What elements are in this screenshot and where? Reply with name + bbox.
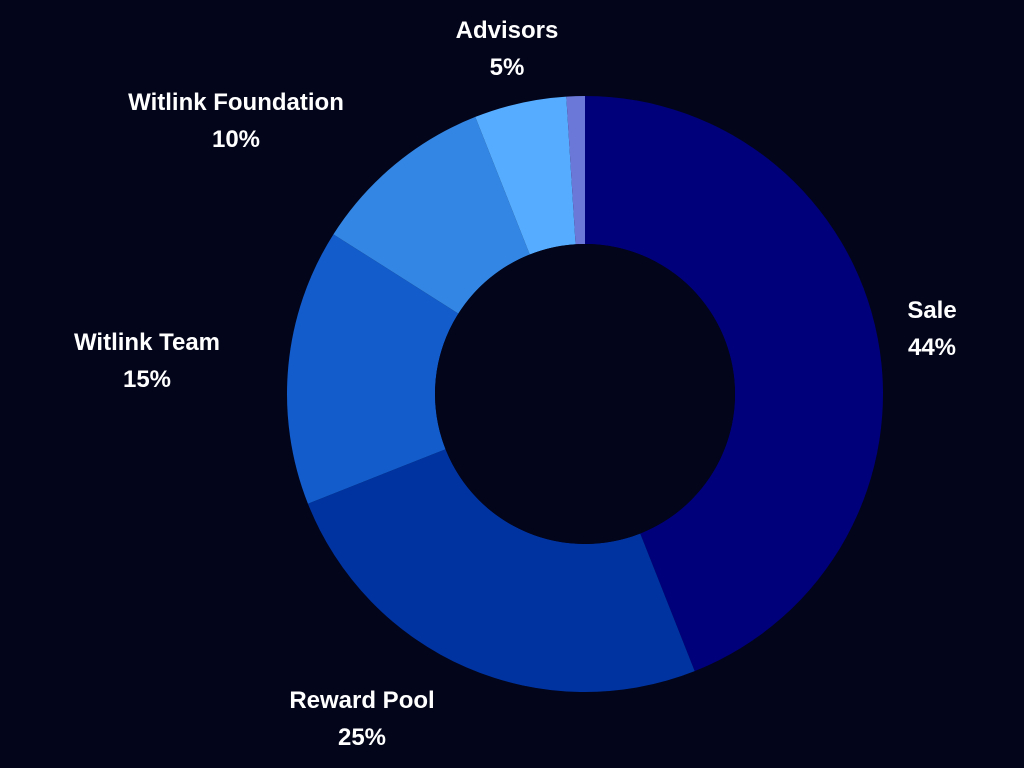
label-advisors: Advisors 5% <box>456 12 559 86</box>
donut-hole <box>435 244 735 544</box>
slice-sale <box>585 96 883 672</box>
label-witlink-foundation-value: 10% <box>211 126 261 153</box>
label-advisors-name: Advisors <box>455 17 559 44</box>
label-advisors-value: 5% <box>489 54 525 81</box>
label-sale-value: 44% <box>907 334 957 361</box>
label-reward-pool: Reward Pool 25% <box>289 682 434 756</box>
label-sale: Sale 44% <box>907 292 956 366</box>
slice-advisors <box>475 96 576 255</box>
label-reward-pool-name: Reward Pool <box>289 687 435 714</box>
label-witlink-foundation: Witlink Foundation 10% <box>128 84 344 158</box>
slice-unlabeled <box>566 96 585 245</box>
slice-reward-pool <box>307 449 695 692</box>
label-witlink-foundation-name: Witlink Foundation <box>128 89 344 116</box>
slice-witlink-team <box>286 234 459 504</box>
label-witlink-team: Witlink Team 15% <box>74 324 220 398</box>
label-witlink-team-name: Witlink Team <box>73 329 221 356</box>
label-reward-pool-value: 25% <box>337 724 387 751</box>
slice-witlink-foundation <box>333 116 530 314</box>
label-witlink-team-value: 15% <box>122 366 172 393</box>
label-sale-name: Sale <box>907 297 957 324</box>
